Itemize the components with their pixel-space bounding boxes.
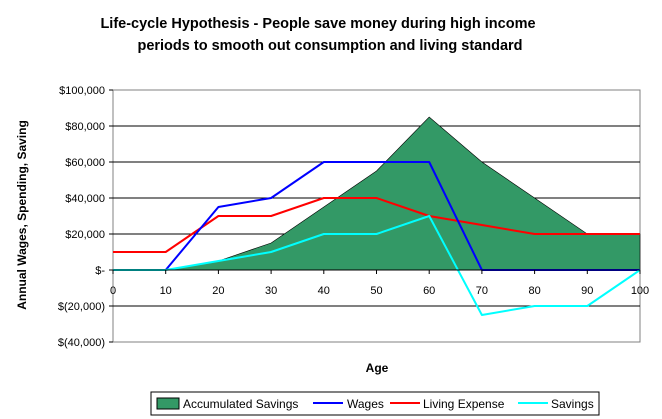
x-tick-label: 60	[423, 285, 435, 297]
y-axis-ticks: $100,000 $80,000 $60,000 $40,000 $20,000 $- $(…	[58, 85, 113, 349]
legend-label-living-expense: Living Expense	[423, 397, 505, 411]
legend-label-wages: Wages	[347, 397, 384, 411]
y-tick-label: $(20,000)	[58, 301, 105, 313]
legend-swatch-accumulated-savings	[156, 397, 180, 410]
legend-box	[150, 391, 600, 416]
y-tick-label: $100,000	[59, 85, 105, 97]
legend: Accumulated Savings Wages Living Expense…	[150, 391, 600, 416]
x-tick-label: 100	[631, 285, 649, 297]
y-tick-label: $80,000	[65, 121, 105, 133]
x-axis-ticks: 0 10 20 30 40 50 60 70 80 90 100	[110, 269, 649, 297]
legend-label-savings: Savings	[551, 397, 594, 411]
y-tick-label: $60,000	[65, 157, 105, 169]
legend-label-accumulated-savings: Accumulated Savings	[183, 397, 298, 411]
y-tick-label: $(40,000)	[58, 337, 105, 349]
y-tick-label: $-	[95, 265, 105, 277]
x-tick-label: 10	[160, 285, 172, 297]
x-tick-label: 70	[476, 285, 488, 297]
chart-title-line-2: periods to smooth out consumption and li…	[137, 38, 522, 54]
chart-title-line-1: Life-cycle Hypothesis - People save mone…	[100, 16, 535, 32]
x-tick-label: 40	[318, 285, 330, 297]
y-tick-label: $20,000	[65, 229, 105, 241]
x-tick-label: 20	[212, 285, 224, 297]
y-axis-title: Annual Wages, Spending, Saving	[15, 120, 29, 310]
x-axis-title: Age	[366, 361, 389, 375]
series-line-savings	[113, 215, 641, 316]
x-tick-label: 30	[265, 285, 277, 297]
x-tick-label: 90	[581, 285, 593, 297]
y-tick-label: $40,000	[65, 193, 105, 205]
x-tick-label: 80	[528, 285, 540, 297]
x-tick-label: 50	[370, 285, 382, 297]
x-tick-label: 0	[110, 285, 116, 297]
